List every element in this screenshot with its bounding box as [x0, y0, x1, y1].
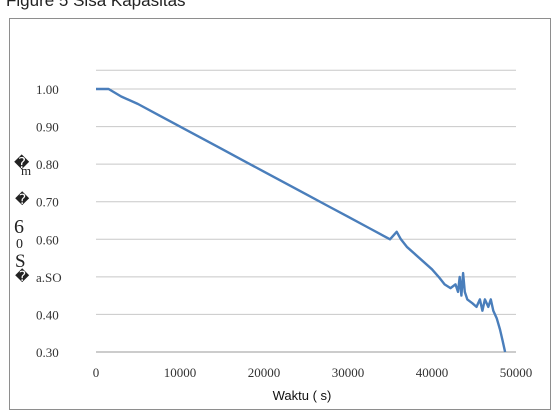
y-tick-label: 0.30: [36, 345, 59, 360]
y-axis-label-glyph: 0: [16, 237, 23, 252]
y-tick-label: a.SO: [36, 270, 62, 285]
x-tick-label: 10000: [164, 365, 197, 380]
y-tick-label: 0.60: [36, 232, 59, 247]
x-axis-title: Waktu ( s): [273, 388, 332, 403]
series-line: [96, 87, 507, 353]
y-axis-label-glyph: 6: [14, 216, 24, 238]
line-chart: 1.00 0.90 0.80 0.70 0.60 a.SO 0.40 0.30 0 10000 2…: [14, 69, 533, 403]
x-tick-label: 0: [93, 365, 100, 380]
x-tick-label: 30000: [332, 365, 365, 380]
y-tick-label: 0.70: [36, 195, 59, 210]
x-tick-label: 40000: [416, 365, 449, 380]
y-tick-label: 0.80: [36, 157, 59, 172]
y-axis-label-glyph: �: [14, 154, 30, 172]
y-tick-label: 0.90: [36, 120, 59, 135]
x-tick-label: 50000: [500, 365, 533, 380]
y-tick-label: 1.00: [36, 82, 59, 97]
x-tick-label: 20000: [248, 365, 281, 380]
page-header: Figure 5 Sisa Kapasitas: [0, 0, 553, 20]
y-tick-label: 0.40: [36, 307, 59, 322]
figure-caption: Figure 5 Sisa Kapasitas: [6, 0, 186, 10]
y-axis-label-glyph: �: [15, 191, 30, 208]
y-axis-label-glyph: m: [21, 163, 31, 178]
chart-frame: 1.00 0.90 0.80 0.70 0.60 a.SO 0.40 0.30 0 10000 2…: [9, 18, 551, 410]
y-axis-label-glyph: �: [15, 268, 30, 285]
y-axis-label-glyph: S: [15, 251, 26, 272]
